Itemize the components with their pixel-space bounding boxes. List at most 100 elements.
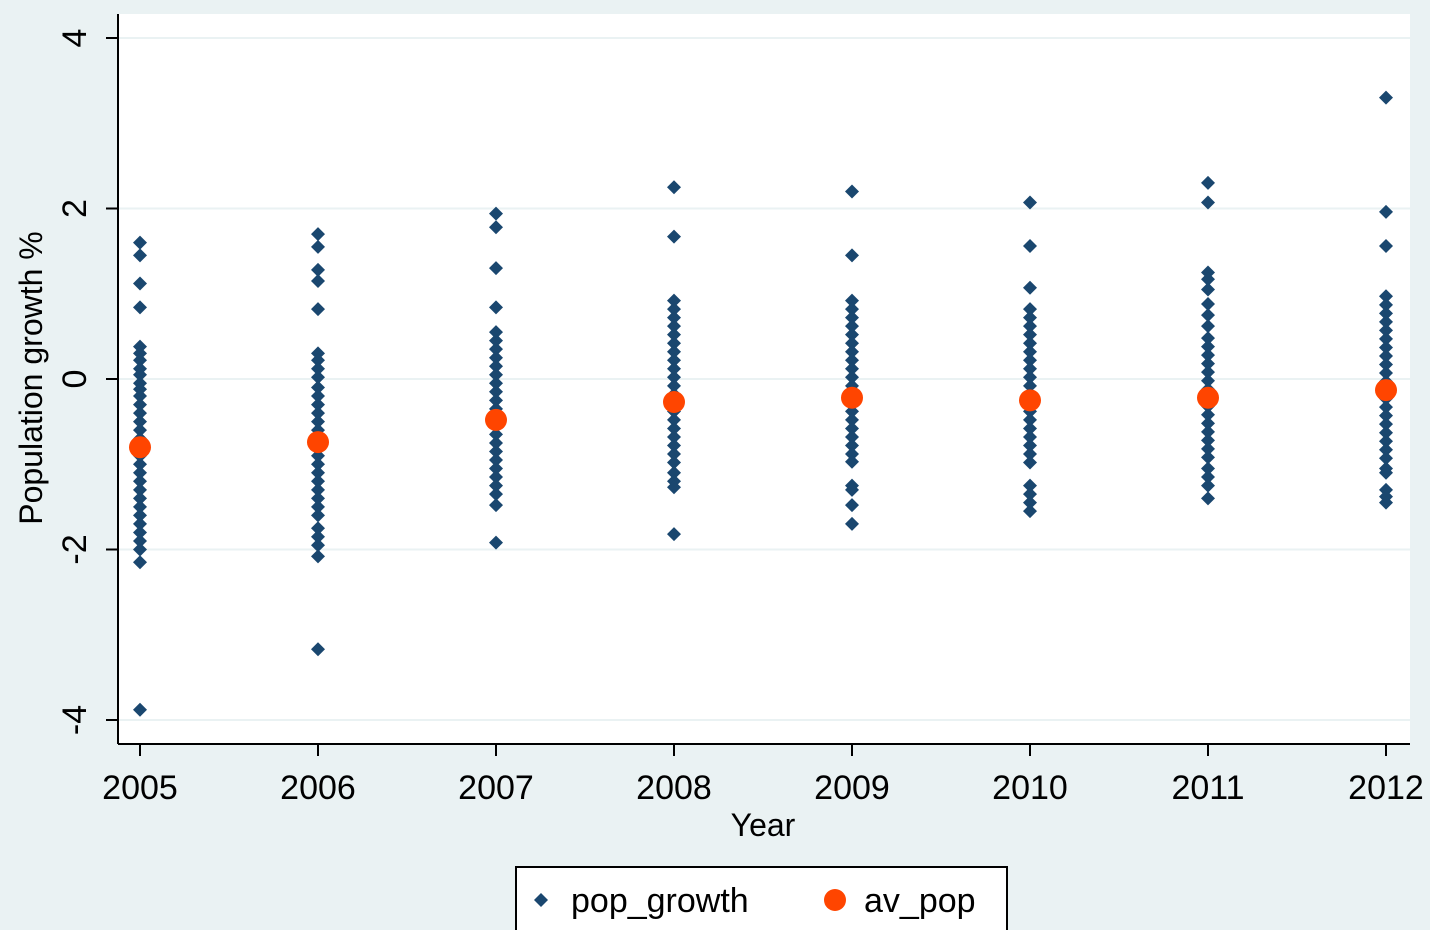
- data-point-pop_growth: [133, 525, 147, 540]
- data-point-pop_growth: [489, 367, 503, 382]
- data-point-pop_growth: [311, 482, 325, 497]
- data-point-pop_growth: [489, 461, 503, 476]
- data-point-av_pop: [307, 431, 329, 454]
- data-point-pop_growth: [845, 516, 859, 531]
- data-point-pop_growth: [667, 336, 681, 351]
- data-point-pop_growth: [1023, 378, 1037, 393]
- x-axis-title: Year: [731, 807, 796, 843]
- data-point-pop_growth: [667, 429, 681, 444]
- data-point-pop_growth: [845, 498, 859, 513]
- y-tick-label: 0: [56, 370, 94, 389]
- data-point-pop_growth: [1023, 370, 1037, 385]
- data-point-pop_growth: [489, 350, 503, 365]
- data-point-pop_growth: [1201, 441, 1215, 456]
- data-point-pop_growth: [489, 435, 503, 450]
- data-point-pop_growth: [133, 542, 147, 557]
- x-tick-label: 2011: [1171, 769, 1244, 807]
- data-point-pop_growth: [667, 378, 681, 393]
- data-point-pop_growth: [845, 429, 859, 444]
- data-point-pop_growth: [667, 480, 681, 495]
- data-point-pop_growth: [311, 370, 325, 385]
- data-point-pop_growth: [1023, 495, 1037, 510]
- x-tick-label: 2008: [636, 769, 712, 807]
- data-point-pop_growth: [1201, 365, 1215, 380]
- data-point-pop_growth: [311, 227, 325, 242]
- data-point-pop_growth: [845, 353, 859, 368]
- data-point-pop_growth: [489, 376, 503, 391]
- data-point-pop_growth: [1201, 373, 1215, 388]
- data-point-pop_growth: [1201, 282, 1215, 297]
- data-point-pop_growth: [1023, 310, 1037, 325]
- data-point-pop_growth: [311, 273, 325, 288]
- data-point-pop_growth: [667, 412, 681, 427]
- data-point-pop_growth: [845, 310, 859, 325]
- data-point-pop_growth: [845, 370, 859, 385]
- x-tick-label: 2007: [458, 769, 534, 807]
- data-point-pop_growth: [311, 508, 325, 523]
- data-point-pop_growth: [1023, 344, 1037, 359]
- data-point-pop_growth: [311, 529, 325, 544]
- data-point-pop_growth: [1023, 447, 1037, 462]
- data-point-pop_growth: [489, 206, 503, 221]
- x-tick-label: 2005: [102, 769, 178, 807]
- x-tick-label: 2006: [280, 769, 356, 807]
- data-point-pop_growth: [1023, 280, 1037, 295]
- data-point-pop_growth: [667, 421, 681, 436]
- data-point-pop_growth: [133, 555, 147, 570]
- data-point-pop_growth: [311, 457, 325, 472]
- data-point-pop_growth: [133, 406, 147, 421]
- data-point-pop_growth: [311, 239, 325, 254]
- data-point-pop_growth: [1023, 487, 1037, 502]
- data-point-pop_growth: [1201, 339, 1215, 354]
- data-point-pop_growth: [1379, 289, 1393, 304]
- data-point-pop_growth: [1379, 425, 1393, 440]
- data-point-pop_growth: [1201, 478, 1215, 493]
- data-point-pop_growth: [845, 361, 859, 376]
- data-point-pop_growth: [1201, 424, 1215, 439]
- data-point-pop_growth: [1201, 348, 1215, 363]
- data-point-pop_growth: [133, 397, 147, 412]
- data-point-pop_growth: [667, 310, 681, 325]
- data-point-pop_growth: [489, 359, 503, 374]
- data-point-pop_growth: [1023, 353, 1037, 368]
- data-point-pop_growth: [1023, 319, 1037, 334]
- data-point-pop_growth: [1023, 438, 1037, 453]
- data-point-pop_growth: [667, 302, 681, 317]
- data-point-av_pop: [1197, 386, 1219, 409]
- data-point-pop_growth: [1379, 297, 1393, 312]
- legend-entries: pop_growth av_pop: [534, 882, 976, 920]
- data-point-pop_growth: [489, 325, 503, 340]
- grid-lines: [118, 37, 1410, 721]
- data-point-pop_growth: [133, 465, 147, 480]
- data-point-pop_growth: [845, 319, 859, 334]
- data-point-pop_growth: [133, 474, 147, 489]
- data-point-pop_growth: [311, 491, 325, 506]
- x-tick-label: 2009: [814, 769, 890, 807]
- data-point-pop_growth: [1201, 308, 1215, 323]
- data-point-pop_growth: [133, 516, 147, 531]
- data-point-pop_growth: [133, 702, 147, 717]
- data-point-pop_growth: [1201, 319, 1215, 334]
- data-point-pop_growth: [133, 367, 147, 382]
- data-point-pop_growth: [1023, 302, 1037, 317]
- data-point-pop_growth: [1379, 495, 1393, 510]
- data-point-pop_growth: [311, 499, 325, 514]
- data-point-pop_growth: [489, 300, 503, 315]
- data-point-pop_growth: [133, 508, 147, 523]
- y-ticks: 4 2 0 -2 -4: [56, 29, 118, 735]
- data-point-pop_growth: [667, 293, 681, 308]
- data-point-pop_growth: [133, 414, 147, 429]
- data-point-pop_growth: [1201, 175, 1215, 190]
- data-point-pop_growth: [1379, 400, 1393, 415]
- data-point-pop_growth: [1379, 331, 1393, 346]
- data-point-pop_growth: [1023, 504, 1037, 519]
- data-point-av_pop: [129, 436, 151, 459]
- data-point-av_pop: [663, 391, 685, 414]
- data-point-pop_growth: [1379, 408, 1393, 423]
- data-point-pop_growth: [1023, 239, 1037, 254]
- x-tick-label: 2010: [992, 769, 1068, 807]
- data-point-pop_growth: [667, 527, 681, 542]
- data-point-pop_growth: [845, 412, 859, 427]
- legend: pop_growth av_pop: [515, 866, 1008, 930]
- data-point-pop_growth: [489, 452, 503, 467]
